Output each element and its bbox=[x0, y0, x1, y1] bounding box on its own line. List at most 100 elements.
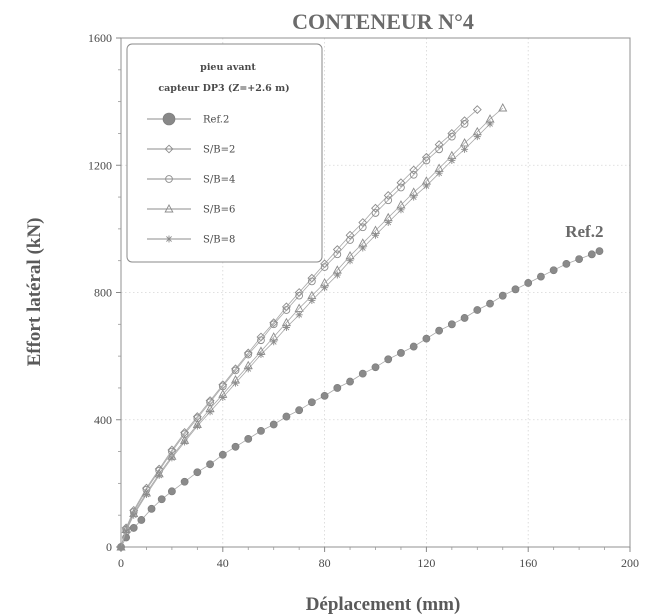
data-point bbox=[422, 182, 430, 190]
data-point bbox=[165, 235, 173, 243]
y-tick-label: 800 bbox=[94, 286, 112, 300]
legend-header-line2: capteur DP3 (Z=+2.6 m) bbox=[158, 83, 289, 94]
data-point bbox=[320, 259, 330, 269]
data-point bbox=[422, 334, 431, 343]
data-point bbox=[384, 355, 393, 364]
x-tick-label: 120 bbox=[417, 556, 435, 570]
data-point bbox=[193, 414, 202, 423]
data-point bbox=[282, 306, 291, 314]
data-point bbox=[295, 406, 304, 415]
data-point bbox=[549, 266, 558, 275]
data-point bbox=[269, 320, 278, 329]
data-point bbox=[137, 516, 146, 524]
data-point bbox=[219, 393, 227, 401]
data-point bbox=[473, 306, 482, 314]
x-axis-title: Déplacement (mm) bbox=[306, 594, 461, 615]
data-point bbox=[372, 231, 379, 239]
data-point bbox=[345, 230, 355, 240]
data-point bbox=[206, 398, 214, 407]
data-point bbox=[129, 524, 138, 532]
y-tick-label: 1200 bbox=[88, 158, 112, 172]
data-point bbox=[147, 504, 156, 513]
data-point bbox=[397, 206, 405, 214]
data-point bbox=[422, 156, 431, 165]
data-point bbox=[295, 311, 303, 319]
legend-item: Ref.2 bbox=[147, 112, 229, 126]
data-point bbox=[167, 487, 176, 496]
y-axis-title: Effort latéral (kN) bbox=[24, 218, 45, 367]
data-point bbox=[396, 178, 406, 188]
data-point bbox=[320, 391, 329, 400]
data-point bbox=[142, 491, 150, 499]
y-tick-label: 400 bbox=[94, 413, 112, 427]
x-tick-label: 80 bbox=[319, 556, 331, 570]
legend-item: S/B=4 bbox=[147, 175, 235, 186]
data-point bbox=[244, 365, 252, 373]
data-point bbox=[472, 105, 482, 115]
data-point bbox=[410, 193, 418, 201]
data-point bbox=[321, 284, 329, 292]
data-point bbox=[358, 218, 368, 227]
data-point bbox=[346, 236, 354, 244]
data-point bbox=[498, 103, 508, 112]
data-point bbox=[164, 204, 174, 213]
data-point bbox=[206, 460, 214, 469]
data-point bbox=[537, 272, 545, 281]
data-point bbox=[435, 169, 443, 177]
data-point bbox=[307, 398, 316, 407]
legend-label: Ref.2 bbox=[203, 115, 229, 126]
data-point bbox=[231, 442, 240, 451]
legend-header-line1: pieu avant bbox=[200, 62, 256, 73]
data-point bbox=[434, 140, 444, 150]
data-point bbox=[409, 342, 418, 351]
legend-label: S/B=4 bbox=[203, 175, 235, 186]
data-point bbox=[164, 144, 174, 154]
data-point bbox=[473, 133, 481, 141]
data-point bbox=[180, 430, 189, 438]
data-point bbox=[281, 302, 291, 312]
data-point bbox=[155, 471, 163, 479]
y-tick-label: 0 bbox=[106, 540, 112, 554]
data-point bbox=[384, 219, 392, 227]
data-point bbox=[130, 511, 138, 519]
data-point bbox=[346, 377, 354, 386]
legend-entries: Ref.2 S/B=2 S/B=4 S/B=6 S/B=8 bbox=[147, 112, 235, 246]
data-point bbox=[157, 495, 166, 504]
data-point bbox=[231, 366, 240, 375]
data-point bbox=[460, 120, 469, 128]
data-point bbox=[358, 369, 367, 378]
data-point bbox=[218, 450, 227, 459]
legend: pieu avant capteur DP3 (Z=+2.6 m) Ref.2 S… bbox=[126, 43, 323, 263]
data-point bbox=[257, 351, 265, 359]
data-point bbox=[447, 129, 457, 138]
data-point bbox=[257, 336, 265, 345]
legend-label: S/B=6 bbox=[203, 205, 235, 216]
data-point bbox=[397, 349, 405, 357]
data-point bbox=[397, 183, 405, 192]
data-point bbox=[358, 223, 367, 232]
legend-marker bbox=[162, 112, 176, 126]
data-point bbox=[333, 384, 342, 392]
ticks: 0 40 80 120 160 200 0 400 800 1200 1600 bbox=[88, 31, 639, 570]
data-point bbox=[371, 363, 380, 372]
data-point bbox=[460, 314, 469, 322]
data-point bbox=[165, 175, 173, 183]
data-point bbox=[511, 285, 520, 294]
data-point bbox=[308, 277, 316, 286]
data-point bbox=[383, 191, 393, 200]
chart-title: CONTENEUR N°4 bbox=[292, 9, 474, 34]
data-point bbox=[270, 338, 278, 346]
data-point bbox=[256, 332, 266, 342]
data-point bbox=[461, 145, 469, 153]
data-point bbox=[371, 209, 380, 217]
data-point bbox=[587, 250, 596, 259]
x-tick-label: 200 bbox=[621, 556, 639, 570]
data-point bbox=[168, 454, 176, 462]
data-point bbox=[346, 257, 354, 265]
legend-item: S/B=8 bbox=[147, 235, 235, 246]
series-line bbox=[120, 123, 465, 548]
data-point bbox=[486, 299, 494, 308]
y-tick-label: 1600 bbox=[88, 31, 112, 45]
series-ref-2 bbox=[117, 247, 604, 551]
